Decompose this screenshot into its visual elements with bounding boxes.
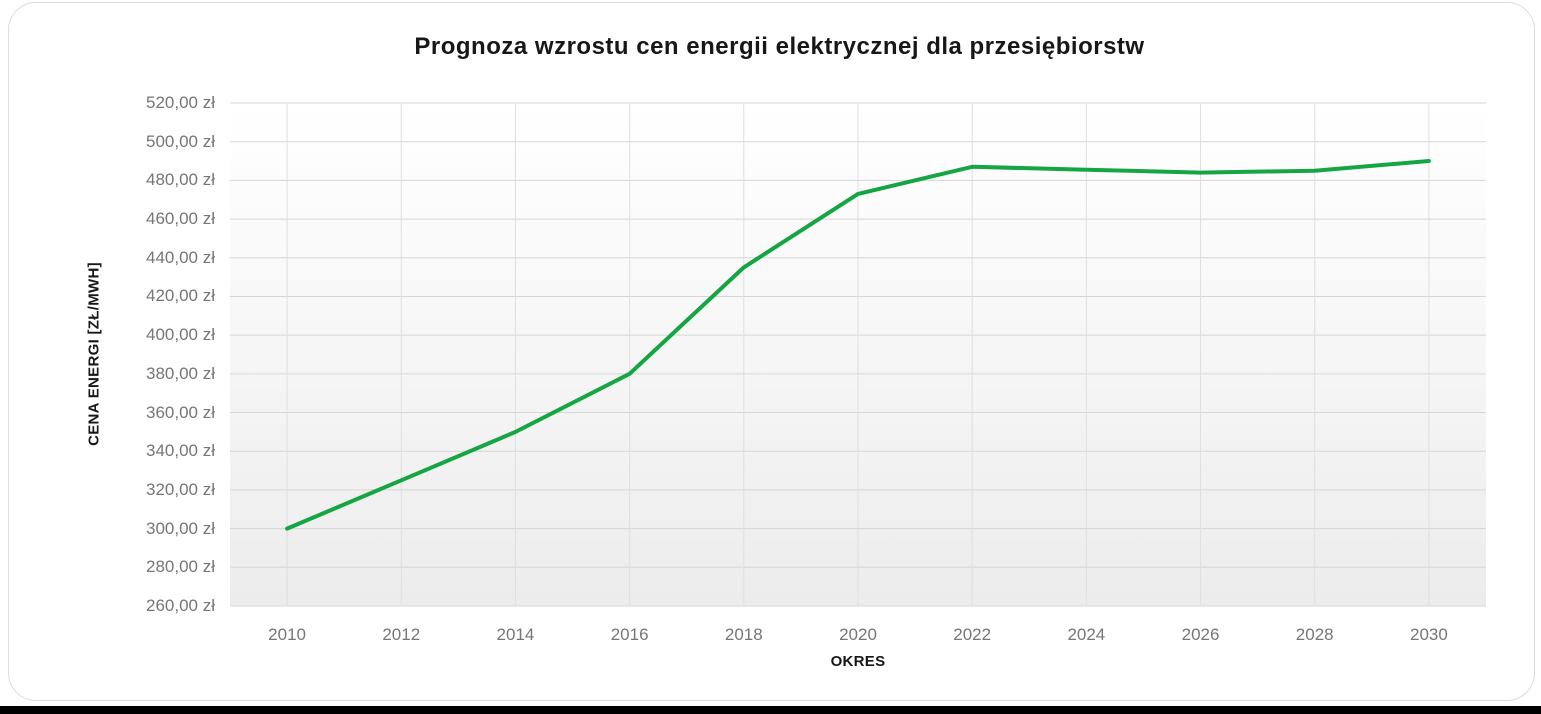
- y-tick-label: 340,00 zł: [146, 441, 215, 461]
- chart-card: Prognoza wzrostu cen energii elektryczne…: [8, 2, 1535, 701]
- x-tick-label: 2014: [496, 625, 535, 644]
- x-axis-title: OKRES: [830, 653, 886, 670]
- y-tick-label: 500,00 zł: [146, 131, 215, 151]
- gridlines: [230, 102, 1486, 607]
- y-tick-label: 360,00 zł: [146, 402, 215, 422]
- x-tick-label: 2022: [953, 625, 992, 644]
- x-tick-label: 2026: [1181, 625, 1220, 644]
- x-tick-label: 2012: [382, 625, 421, 644]
- y-tick-label: 300,00 zł: [146, 518, 215, 538]
- y-tick-label: 400,00 zł: [146, 325, 215, 345]
- x-tick-label: 2018: [724, 625, 763, 644]
- y-tick-label: 380,00 zł: [146, 363, 215, 383]
- x-tick-label: 2020: [839, 625, 877, 644]
- chart-title: Prognoza wzrostu cen energii elektryczne…: [414, 33, 1145, 60]
- y-tick-label: 420,00 zł: [146, 286, 215, 306]
- y-tick-label: 320,00 zł: [146, 479, 215, 499]
- x-tick-label: 2016: [610, 625, 649, 644]
- price-series-line: [285, 159, 1431, 531]
- x-tick-label: 2010: [268, 625, 306, 644]
- x-tick-label: 2030: [1409, 625, 1448, 644]
- y-tick-label: 520,00 zł: [146, 93, 215, 112]
- y-tick-label: 260,00 zł: [146, 596, 215, 615]
- y-axis-title-text: CENA ENERGI [ZŁ/MWH]: [85, 262, 103, 446]
- y-tick-label: 480,00 zł: [146, 170, 215, 190]
- y-tick-label: 460,00 zł: [146, 209, 215, 229]
- x-tick-label: 2024: [1067, 625, 1106, 644]
- line-chart-plot: [230, 102, 1486, 607]
- window-bottom-edge: [0, 706, 1541, 714]
- y-tick-label: 440,00 zł: [146, 247, 215, 267]
- x-tick-label: 2028: [1295, 625, 1334, 644]
- y-tick-label: 280,00 zł: [146, 557, 215, 577]
